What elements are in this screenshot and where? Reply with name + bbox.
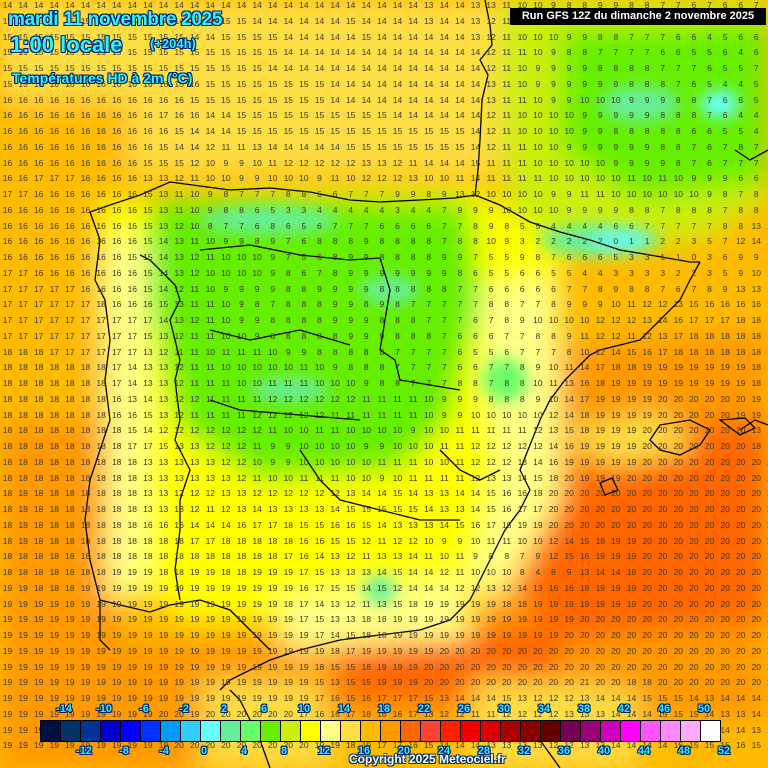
legend-swatch bbox=[641, 721, 661, 741]
legend-top-label: 10 bbox=[297, 703, 311, 715]
legend-top-label: 22 bbox=[417, 703, 431, 715]
legend-swatch bbox=[601, 721, 621, 741]
legend-top-label: -14 bbox=[56, 703, 72, 715]
legend-swatch bbox=[281, 721, 301, 741]
legend-top-label: 2 bbox=[220, 703, 228, 715]
legend-swatch bbox=[181, 721, 201, 741]
run-info-badge: Run GFS 12Z du dimanche 2 novembre 2025 bbox=[510, 8, 766, 25]
legend-swatch bbox=[461, 721, 481, 741]
legend-bottom-label: 20 bbox=[397, 745, 411, 757]
legend-swatch bbox=[701, 721, 720, 741]
legend-top-label: -10 bbox=[96, 703, 112, 715]
legend-swatch bbox=[241, 721, 261, 741]
legend-swatch bbox=[481, 721, 501, 741]
legend-swatch bbox=[141, 721, 161, 741]
legend-swatch bbox=[501, 721, 521, 741]
legend-swatch bbox=[621, 721, 641, 741]
legend-swatch bbox=[381, 721, 401, 741]
legend-top-label: 26 bbox=[457, 703, 471, 715]
legend-swatch bbox=[361, 721, 381, 741]
legend-swatch bbox=[41, 721, 61, 741]
legend-bottom-label: -8 bbox=[119, 745, 129, 757]
legend-swatch bbox=[421, 721, 441, 741]
map-date-title: mardi 11 novembre 2025 bbox=[8, 9, 223, 30]
variable-title: Températures HD à 2m (°C) bbox=[12, 70, 193, 86]
legend-swatch bbox=[401, 721, 421, 741]
legend-swatch bbox=[201, 721, 221, 741]
legend-swatch bbox=[341, 721, 361, 741]
legend-swatch bbox=[221, 721, 241, 741]
legend-bottom-label: 28 bbox=[477, 745, 491, 757]
legend-swatch bbox=[81, 721, 101, 741]
legend-bottom-label: 36 bbox=[557, 745, 571, 757]
legend-swatch bbox=[441, 721, 461, 741]
legend-swatch bbox=[121, 721, 141, 741]
legend-swatch bbox=[561, 721, 581, 741]
legend-swatch bbox=[261, 721, 281, 741]
legend-top-label: 46 bbox=[657, 703, 671, 715]
legend-top-label: 50 bbox=[697, 703, 711, 715]
map-time-title: 1:00 locale bbox=[10, 32, 123, 57]
color-scale-legend bbox=[40, 720, 721, 742]
legend-bottom-label: 0 bbox=[200, 745, 208, 757]
legend-top-label: -2 bbox=[179, 703, 189, 715]
legend-swatch bbox=[541, 721, 561, 741]
legend-swatch bbox=[681, 721, 701, 741]
legend-bottom-label: -4 bbox=[159, 745, 169, 757]
legend-top-label: 6 bbox=[260, 703, 268, 715]
legend-top-label: -6 bbox=[139, 703, 149, 715]
legend-top-label: 14 bbox=[337, 703, 351, 715]
legend-bottom-label: 44 bbox=[637, 745, 651, 757]
legend-top-label: 42 bbox=[617, 703, 631, 715]
legend-top-label: 18 bbox=[377, 703, 391, 715]
copyright-notice: Copyright 2025 Meteociel.fr bbox=[349, 752, 506, 766]
legend-swatch bbox=[101, 721, 121, 741]
legend-swatch bbox=[661, 721, 681, 741]
legend-bottom-label: -12 bbox=[76, 745, 92, 757]
legend-bottom-label: 24 bbox=[437, 745, 451, 757]
legend-swatch bbox=[521, 721, 541, 741]
legend-bottom-label: 16 bbox=[357, 745, 371, 757]
legend-bottom-label: 12 bbox=[317, 745, 331, 757]
legend-bottom-label: 4 bbox=[240, 745, 248, 757]
legend-top-label: 34 bbox=[537, 703, 551, 715]
legend-bottom-label: 52 bbox=[717, 745, 731, 757]
forecast-offset: (+204h) bbox=[150, 36, 196, 51]
legend-bottom-label: 40 bbox=[597, 745, 611, 757]
legend-swatch bbox=[581, 721, 601, 741]
legend-bottom-label: 48 bbox=[677, 745, 691, 757]
legend-swatch bbox=[321, 721, 341, 741]
legend-swatch bbox=[301, 721, 321, 741]
legend-bottom-label: 8 bbox=[280, 745, 288, 757]
legend-top-label: 38 bbox=[577, 703, 591, 715]
legend-swatch bbox=[161, 721, 181, 741]
legend-swatch bbox=[61, 721, 81, 741]
legend-top-label: 30 bbox=[497, 703, 511, 715]
legend-bottom-label: 32 bbox=[517, 745, 531, 757]
